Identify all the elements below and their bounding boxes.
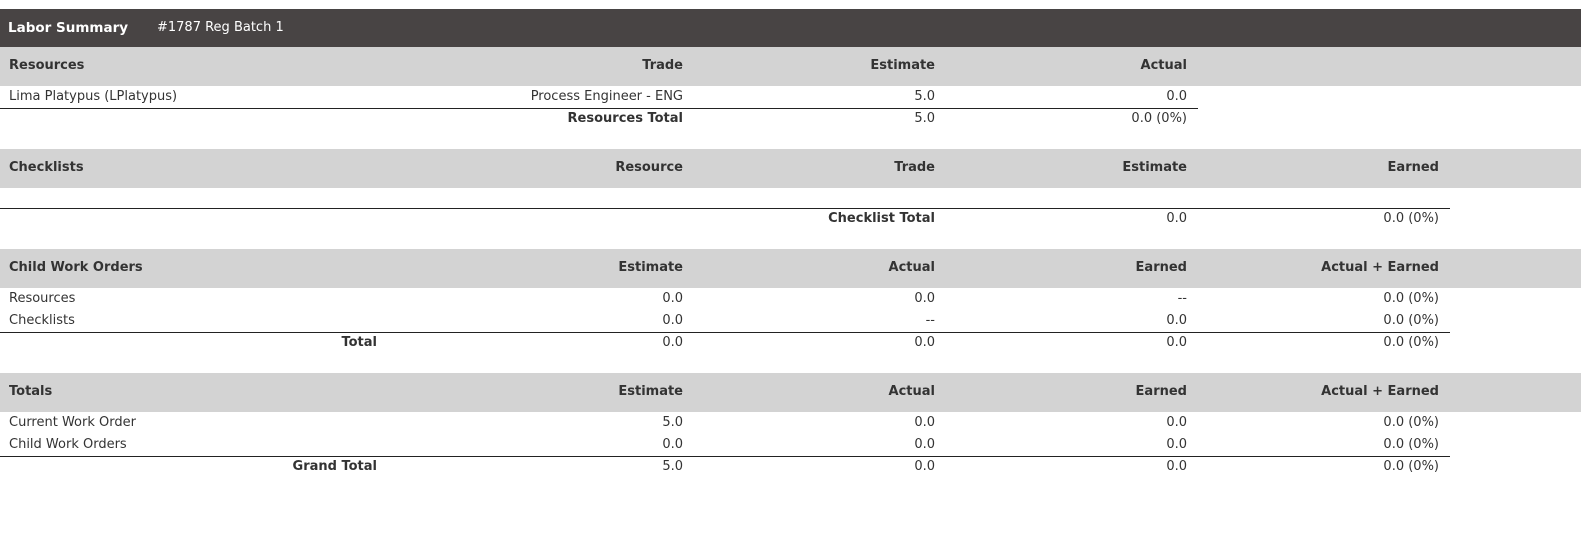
resource-actual: 0.0 [1166, 89, 1187, 104]
totals-row-label: Child Work Orders [9, 437, 127, 452]
checklists-header: Checklists [9, 160, 84, 175]
totals-row-label: Current Work Order [9, 415, 136, 430]
child-total-actual-earned: 0.0 (0%) [1383, 335, 1439, 350]
child-total-actual: 0.0 [914, 335, 935, 350]
resources-total-divider [0, 108, 1198, 109]
child-total-estimate: 0.0 [662, 335, 683, 350]
checklists-trade-header: Trade [894, 160, 935, 175]
work-order-label: #1787 Reg Batch 1 [157, 20, 284, 35]
grand-total-label: Grand Total [292, 459, 377, 474]
child-row-earned: 0.0 [1166, 313, 1187, 328]
checklist-total-label: Checklist Total [828, 211, 935, 226]
grand-total-actual: 0.0 [914, 459, 935, 474]
totals-row-actual: 0.0 [914, 415, 935, 430]
checklists-resource-header: Resource [615, 160, 683, 175]
child-total-divider [0, 332, 1450, 333]
totals-row-actual: 0.0 [914, 437, 935, 452]
labor-summary-titlebar: Labor Summary #1787 Reg Batch 1 [0, 9, 1581, 47]
resources-header-band [0, 47, 1581, 86]
checklist-total-earned: 0.0 (0%) [1383, 211, 1439, 226]
child-actual-header: Actual [888, 260, 935, 275]
resources-actual-header: Actual [1140, 58, 1187, 73]
grand-total-divider [0, 456, 1450, 457]
totals-row-earned: 0.0 [1166, 437, 1187, 452]
resource-trade: Process Engineer - ENG [530, 89, 683, 104]
child-row-estimate: 0.0 [662, 313, 683, 328]
resources-total-label: Resources Total [567, 111, 683, 126]
child-row-actual-earned: 0.0 (0%) [1383, 313, 1439, 328]
child-row-actual: -- [925, 313, 935, 328]
totals-row-estimate: 5.0 [662, 415, 683, 430]
checklists-header-band [0, 149, 1581, 188]
resources-trade-header: Trade [642, 58, 683, 73]
child-total-label: Total [341, 335, 377, 350]
resource-name: Lima Platypus (LPlatypus) [9, 89, 178, 104]
totals-header: Totals [9, 384, 53, 399]
child-actual-earned-header: Actual + Earned [1321, 260, 1439, 275]
resources-header: Resources [9, 58, 85, 73]
resources-estimate-header: Estimate [870, 58, 935, 73]
totals-row-earned: 0.0 [1166, 415, 1187, 430]
resource-estimate: 5.0 [914, 89, 935, 104]
totals-row-actual-earned: 0.0 (0%) [1383, 437, 1439, 452]
child-estimate-header: Estimate [618, 260, 683, 275]
grand-total-estimate: 5.0 [662, 459, 683, 474]
checklists-estimate-header: Estimate [1122, 160, 1187, 175]
child-row-actual-earned: 0.0 (0%) [1383, 291, 1439, 306]
child-work-orders-header: Child Work Orders [9, 260, 143, 275]
totals-actual-earned-header: Actual + Earned [1321, 384, 1439, 399]
totals-estimate-header: Estimate [618, 384, 683, 399]
child-row-actual: 0.0 [914, 291, 935, 306]
resources-total-estimate: 5.0 [914, 111, 935, 126]
child-work-orders-header-band [0, 249, 1581, 288]
grand-total-earned: 0.0 [1166, 459, 1187, 474]
totals-actual-header: Actual [888, 384, 935, 399]
child-row-label: Resources [9, 291, 76, 306]
child-row-earned: -- [1177, 291, 1187, 306]
totals-row-actual-earned: 0.0 (0%) [1383, 415, 1439, 430]
child-total-earned: 0.0 [1166, 335, 1187, 350]
page-title: Labor Summary [8, 20, 129, 36]
checklist-total-divider [0, 208, 1450, 209]
checklists-earned-header: Earned [1387, 160, 1439, 175]
totals-row-estimate: 0.0 [662, 437, 683, 452]
totals-header-band [0, 373, 1581, 412]
child-earned-header: Earned [1135, 260, 1187, 275]
child-row-estimate: 0.0 [662, 291, 683, 306]
totals-earned-header: Earned [1135, 384, 1187, 399]
checklist-total-estimate: 0.0 [1166, 211, 1187, 226]
resources-total-actual: 0.0 (0%) [1131, 111, 1187, 126]
child-row-label: Checklists [9, 313, 75, 328]
grand-total-actual-earned: 0.0 (0%) [1383, 459, 1439, 474]
